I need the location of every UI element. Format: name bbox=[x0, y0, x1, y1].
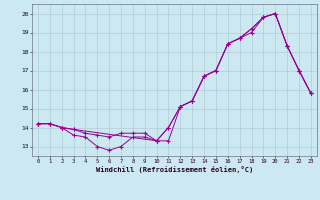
X-axis label: Windchill (Refroidissement éolien,°C): Windchill (Refroidissement éolien,°C) bbox=[96, 166, 253, 173]
